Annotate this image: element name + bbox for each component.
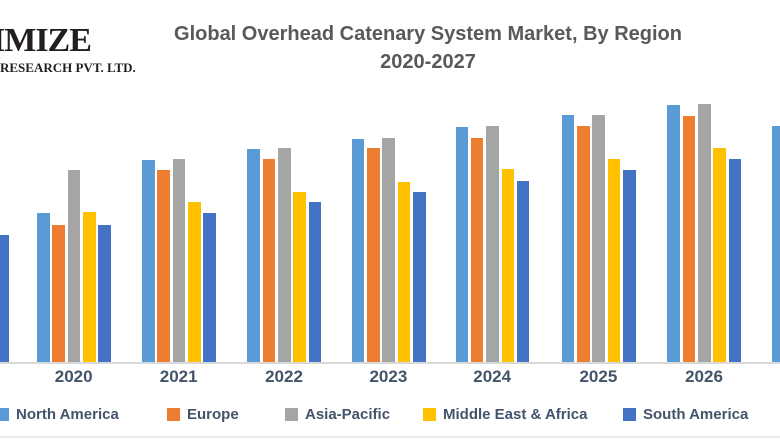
bar-middle-east-africa-2022 xyxy=(293,192,306,363)
bar-europe-2023 xyxy=(367,148,380,363)
legend-label: Europe xyxy=(187,406,239,423)
bar-asia-pacific-2026 xyxy=(698,104,711,363)
bar-middle-east-africa-2025 xyxy=(607,159,621,363)
bar-south-america-2025 xyxy=(623,170,636,363)
bar-europe-2024 xyxy=(470,138,484,363)
bar-north-america-2025 xyxy=(561,115,575,363)
legend-swatch-icon xyxy=(423,408,436,421)
legend-label: Asia-Pacific xyxy=(305,406,391,423)
bar-south-america-2024 xyxy=(516,181,530,363)
bar-asia-pacific-2025 xyxy=(592,115,605,363)
bar-asia-pacific-2022 xyxy=(278,148,291,363)
x-axis-label-2023: 2023 xyxy=(369,367,408,386)
bar-south-america-2021 xyxy=(203,213,216,363)
legend-swatch-icon xyxy=(167,408,180,421)
legend-item-europe: Europe xyxy=(167,406,239,423)
legend-item-south-america: South America xyxy=(623,406,748,423)
legend-label: South America xyxy=(643,406,749,423)
partial-bar-right-edge xyxy=(772,126,780,363)
legend: North America Europe Asia-Pacific Middle Ea… xyxy=(0,406,780,430)
legend-swatch-icon xyxy=(0,408,9,421)
legend-item-asia-pacific: Asia-Pacific xyxy=(285,406,390,423)
bar-asia-pacific-2020 xyxy=(67,170,81,363)
legend-label: Middle East & Africa xyxy=(443,406,588,423)
bar-south-america-2020 xyxy=(98,225,111,363)
x-axis-label-2026: 2026 xyxy=(685,367,723,386)
bar-north-america-2021 xyxy=(142,160,155,363)
bar-europe-2021 xyxy=(157,170,170,363)
chart-title-line2: 2020-2027 xyxy=(380,51,476,73)
x-axis-label-2025: 2025 xyxy=(579,367,618,386)
x-axis-label-2020: 2020 xyxy=(54,367,93,386)
bar-north-america-2026 xyxy=(667,105,680,363)
bar-europe-2026 xyxy=(682,116,696,363)
x-axis-line xyxy=(0,362,780,364)
bar-europe-2022 xyxy=(262,159,276,363)
bar-middle-east-africa-2026 xyxy=(713,148,726,363)
bar-south-america-2022 xyxy=(308,202,322,363)
bar-south-america-2023 xyxy=(413,192,426,363)
legend-item-north-america: North America xyxy=(0,406,119,423)
bar-asia-pacific-2023 xyxy=(382,138,395,363)
bottom-border-line xyxy=(0,436,780,438)
logo-text-main: IMIZE xyxy=(0,22,92,59)
bar-north-america-2023 xyxy=(351,139,365,363)
x-axis-label-2022: 2022 xyxy=(265,367,303,386)
legend-swatch-icon xyxy=(623,408,636,421)
chart-title-line1: Global Overhead Catenary System Market, … xyxy=(174,23,682,45)
bar-asia-pacific-2021 xyxy=(172,159,186,363)
bar-middle-east-africa-2020 xyxy=(83,212,96,363)
bar-middle-east-africa-2024 xyxy=(501,169,515,363)
partial-bar-left-edge xyxy=(0,235,9,363)
bar-asia-pacific-2024 xyxy=(486,126,499,363)
bar-north-america-2022 xyxy=(247,149,260,363)
bar-europe-2020 xyxy=(52,225,65,363)
legend-swatch-icon xyxy=(285,408,298,421)
chart-title: Global Overhead Catenary System Market, … xyxy=(148,20,708,76)
legend-label: North America xyxy=(16,406,119,423)
bar-south-america-2026 xyxy=(728,159,742,363)
logo-text-sub: RESEARCH PVT. LTD. xyxy=(0,60,136,75)
x-axis-label-2024: 2024 xyxy=(473,367,512,386)
x-axis-label-2021: 2021 xyxy=(159,367,198,386)
legend-item-middle-east-africa: Middle East & Africa xyxy=(423,406,587,423)
bar-middle-east-africa-2023 xyxy=(397,182,411,363)
bar-middle-east-africa-2021 xyxy=(188,202,201,363)
bar-north-america-2024 xyxy=(455,127,468,363)
bar-north-america-2020 xyxy=(37,213,50,363)
bar-europe-2025 xyxy=(577,126,590,363)
logo: IMIZE RESEARCH PVT. LTD. xyxy=(0,22,142,75)
